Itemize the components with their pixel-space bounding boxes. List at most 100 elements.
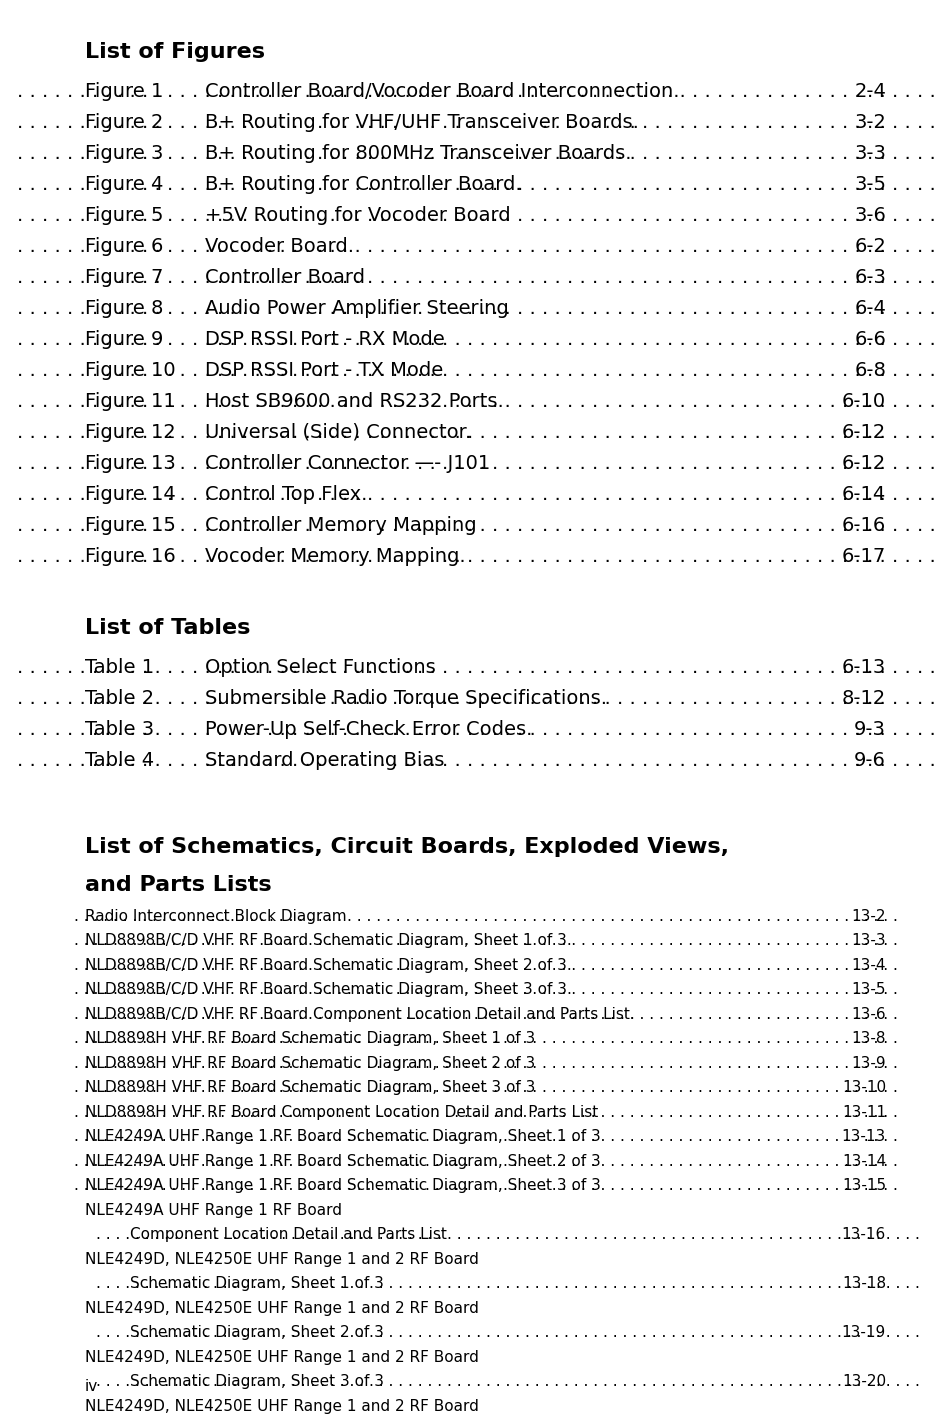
Text: . . . . . . . . . . . . . . . . . . . . . . . . . . . . . . . . . . . . . . . . : . . . . . . . . . . . . . . . . . . . . … (74, 909, 898, 924)
Text: B+ Routing for 800MHz Transceiver Boards.: B+ Routing for 800MHz Transceiver Boards… (205, 144, 632, 163)
Text: Figure 11: Figure 11 (85, 392, 176, 411)
Text: 13-8: 13-8 (852, 1032, 886, 1046)
Text: 13-13: 13-13 (841, 1130, 886, 1144)
Text: 6-6: 6-6 (855, 330, 886, 350)
Text: 6-13: 6-13 (841, 658, 886, 676)
Text: . . . . . . . . . . . . . . . . . . . . . . . . . . . . . . . . . . . . . . . . : . . . . . . . . . . . . . . . . . . . . … (74, 1056, 898, 1071)
Text: . . . . . . . . . . . . . . . . . . . . . . . . . . . . . . . . . . . . . . . . : . . . . . . . . . . . . . . . . . . . . … (18, 453, 936, 473)
Text: Figure 13: Figure 13 (85, 453, 176, 473)
Text: 13-3: 13-3 (852, 934, 886, 948)
Text: Schematic Diagram, Sheet 1 of 3: Schematic Diagram, Sheet 1 of 3 (130, 1276, 388, 1292)
Text: Figure 4: Figure 4 (85, 175, 164, 195)
Text: Standard Operating Bias: Standard Operating Bias (205, 752, 450, 770)
Text: 13-18: 13-18 (841, 1276, 886, 1292)
Text: Table 1: Table 1 (85, 658, 154, 676)
Text: . . . . . . . . . . . . . . . . . . . . . . . . . . . . . . . . . . . . . . . . : . . . . . . . . . . . . . . . . . . . . … (74, 1080, 898, 1096)
Text: . . . . . . . . . . . . . . . . . . . . . . . . . . . . . . . . . . . . . . . . : . . . . . . . . . . . . . . . . . . . . … (96, 1276, 920, 1292)
Text: DSP RSSI Port - TX Mode: DSP RSSI Port - TX Mode (205, 361, 456, 379)
Text: . . . . . . . . . . . . . . . . . . . . . . . . . . . . . . . . . . . . . . . . : . . . . . . . . . . . . . . . . . . . . … (18, 392, 936, 411)
Text: Figure 10: Figure 10 (85, 361, 176, 379)
Text: NLE4249A UHF Range 1 RF Board: NLE4249A UHF Range 1 RF Board (85, 1204, 342, 1218)
Text: NLD8898H VHF RF Board Schematic Diagram, Sheet 2 of 3: NLD8898H VHF RF Board Schematic Diagram,… (85, 1056, 545, 1071)
Text: B+ Routing for Controller Board.: B+ Routing for Controller Board. (205, 175, 521, 195)
Text: . . . . . . . . . . . . . . . . . . . . . . . . . . . . . . . . . . . . . . . . : . . . . . . . . . . . . . . . . . . . . … (18, 269, 936, 287)
Text: Universal (Side) Connector.: Universal (Side) Connector. (205, 423, 471, 442)
Text: Schematic Diagram, Sheet 2 of 3: Schematic Diagram, Sheet 2 of 3 (130, 1326, 388, 1340)
Text: NLE4249D, NLE4250E UHF Range 1 and 2 RF Board: NLE4249D, NLE4250E UHF Range 1 and 2 RF … (85, 1252, 479, 1268)
Text: Submersible Radio Torque Specifications.: Submersible Radio Torque Specifications. (205, 689, 607, 708)
Text: Figure 16: Figure 16 (85, 547, 176, 566)
Text: Power-Up Self-Check Error Codes.: Power-Up Self-Check Error Codes. (205, 720, 533, 739)
Text: Vocoder Board.: Vocoder Board. (205, 237, 354, 256)
Text: 3-5: 3-5 (854, 175, 886, 195)
Text: NLE4249A UHF Range 1 RF Board Schematic Diagram, Sheet 3 of 3: NLE4249A UHF Range 1 RF Board Schematic … (85, 1178, 606, 1194)
Text: Radio Interconnect Block Diagram: Radio Interconnect Block Diagram (85, 909, 352, 924)
Text: B+ Routing for VHF/UHF Transceiver Boards.: B+ Routing for VHF/UHF Transceiver Board… (205, 114, 639, 132)
Text: 13-16: 13-16 (841, 1228, 886, 1242)
Text: NLE4249A UHF Range 1 RF Board Schematic Diagram, Sheet 1 of 3: NLE4249A UHF Range 1 RF Board Schematic … (85, 1130, 606, 1144)
Text: and Parts Lists: and Parts Lists (85, 875, 271, 895)
Text: Table 2: Table 2 (85, 689, 154, 708)
Text: 13-2: 13-2 (852, 909, 886, 924)
Text: NLE4249D, NLE4250E UHF Range 1 and 2 RF Board: NLE4249D, NLE4250E UHF Range 1 and 2 RF … (85, 1400, 479, 1414)
Text: Figure 14: Figure 14 (85, 485, 176, 504)
Text: Figure 1: Figure 1 (85, 82, 164, 101)
Text: NLD8898B/C/D VHF RF Board Schematic Diagram, Sheet 2 of 3.: NLD8898B/C/D VHF RF Board Schematic Diag… (85, 958, 572, 973)
Text: +5V Routing for Vocoder Board: +5V Routing for Vocoder Board (205, 206, 517, 225)
Text: NLD8898B/C/D VHF RF Board Component Location Detail and Parts List.: NLD8898B/C/D VHF RF Board Component Loca… (85, 1007, 635, 1022)
Text: 6-16: 6-16 (841, 516, 886, 534)
Text: NLD8898H VHF RF Board Component Location Detail and Parts List: NLD8898H VHF RF Board Component Location… (85, 1106, 608, 1120)
Text: . . . . . . . . . . . . . . . . . . . . . . . . . . . . . . . . . . . . . . . . : . . . . . . . . . . . . . . . . . . . . … (18, 330, 936, 350)
Text: . . . . . . . . . . . . . . . . . . . . . . . . . . . . . . . . . . . . . . . . : . . . . . . . . . . . . . . . . . . . . … (18, 547, 936, 566)
Text: List of Tables: List of Tables (85, 618, 250, 638)
Text: 9-6: 9-6 (855, 752, 886, 770)
Text: . . . . . . . . . . . . . . . . . . . . . . . . . . . . . . . . . . . . . . . . : . . . . . . . . . . . . . . . . . . . . … (18, 237, 936, 256)
Text: 13-5: 13-5 (852, 982, 886, 998)
Text: Component Location Detail and Parts List: Component Location Detail and Parts List (130, 1228, 452, 1242)
Text: . . . . . . . . . . . . . . . . . . . . . . . . . . . . . . . . . . . . . . . . : . . . . . . . . . . . . . . . . . . . . … (18, 485, 936, 504)
Text: 3-2: 3-2 (855, 114, 886, 132)
Text: Controller Board: Controller Board (205, 269, 372, 287)
Text: 2-4: 2-4 (855, 82, 886, 101)
Text: iv: iv (85, 1378, 98, 1394)
Text: Table 4: Table 4 (85, 752, 154, 770)
Text: . . . . . . . . . . . . . . . . . . . . . . . . . . . . . . . . . . . . . . . . : . . . . . . . . . . . . . . . . . . . . … (18, 175, 936, 195)
Text: . . . . . . . . . . . . . . . . . . . . . . . . . . . . . . . . . . . . . . . . : . . . . . . . . . . . . . . . . . . . . … (18, 658, 936, 676)
Text: Figure 12: Figure 12 (85, 423, 176, 442)
Text: . . . . . . . . . . . . . . . . . . . . . . . . . . . . . . . . . . . . . . . . : . . . . . . . . . . . . . . . . . . . . … (74, 934, 898, 948)
Text: . . . . . . . . . . . . . . . . . . . . . . . . . . . . . . . . . . . . . . . . : . . . . . . . . . . . . . . . . . . . . … (74, 1106, 898, 1120)
Text: Table 3: Table 3 (85, 720, 154, 739)
Text: 3-6: 3-6 (855, 206, 886, 225)
Text: Figure 15: Figure 15 (85, 516, 176, 534)
Text: 13-6: 13-6 (852, 1007, 886, 1022)
Text: . . . . . . . . . . . . . . . . . . . . . . . . . . . . . . . . . . . . . . . . : . . . . . . . . . . . . . . . . . . . . … (18, 752, 936, 770)
Text: . . . . . . . . . . . . . . . . . . . . . . . . . . . . . . . . . . . . . . . . : . . . . . . . . . . . . . . . . . . . . … (74, 1007, 898, 1022)
Text: . . . . . . . . . . . . . . . . . . . . . . . . . . . . . . . . . . . . . . . . : . . . . . . . . . . . . . . . . . . . . … (74, 1032, 898, 1046)
Text: 13-11: 13-11 (841, 1106, 886, 1120)
Text: List of Figures: List of Figures (85, 43, 265, 63)
Text: Controller Memory Mapping: Controller Memory Mapping (205, 516, 483, 534)
Text: Figure 8: Figure 8 (85, 298, 164, 318)
Text: Host SB9600 and RS232 Ports.: Host SB9600 and RS232 Ports. (205, 392, 504, 411)
Text: 6-4: 6-4 (855, 298, 886, 318)
Text: NLE4249A UHF Range 1 RF Board Schematic Diagram, Sheet 2 of 3: NLE4249A UHF Range 1 RF Board Schematic … (85, 1154, 606, 1169)
Text: . . . . . . . . . . . . . . . . . . . . . . . . . . . . . . . . . . . . . . . . : . . . . . . . . . . . . . . . . . . . . … (18, 689, 936, 708)
Text: . . . . . . . . . . . . . . . . . . . . . . . . . . . . . . . . . . . . . . . . : . . . . . . . . . . . . . . . . . . . . … (18, 423, 936, 442)
Text: 8-12: 8-12 (841, 689, 886, 708)
Text: 13-10: 13-10 (841, 1080, 886, 1096)
Text: Figure 3: Figure 3 (85, 144, 164, 163)
Text: 9-3: 9-3 (855, 720, 886, 739)
Text: . . . . . . . . . . . . . . . . . . . . . . . . . . . . . . . . . . . . . . . . : . . . . . . . . . . . . . . . . . . . . … (96, 1374, 920, 1390)
Text: DSP RSSI Port - RX Mode: DSP RSSI Port - RX Mode (205, 330, 458, 350)
Text: 13-20: 13-20 (841, 1374, 886, 1390)
Text: . . . . . . . . . . . . . . . . . . . . . . . . . . . . . . . . . . . . . . . . : . . . . . . . . . . . . . . . . . . . . … (18, 144, 936, 163)
Text: . . . . . . . . . . . . . . . . . . . . . . . . . . . . . . . . . . . . . . . . : . . . . . . . . . . . . . . . . . . . . … (74, 1130, 898, 1144)
Text: Figure 9: Figure 9 (85, 330, 164, 350)
Text: Figure 2: Figure 2 (85, 114, 164, 132)
Text: . . . . . . . . . . . . . . . . . . . . . . . . . . . . . . . . . . . . . . . . : . . . . . . . . . . . . . . . . . . . . … (74, 958, 898, 973)
Text: Schematic Diagram, Sheet 3 of 3: Schematic Diagram, Sheet 3 of 3 (130, 1374, 388, 1390)
Text: Option Select Functions: Option Select Functions (205, 658, 442, 676)
Text: Figure 5: Figure 5 (85, 206, 164, 225)
Text: 6-17: 6-17 (841, 547, 886, 566)
Text: 13-9: 13-9 (852, 1056, 886, 1071)
